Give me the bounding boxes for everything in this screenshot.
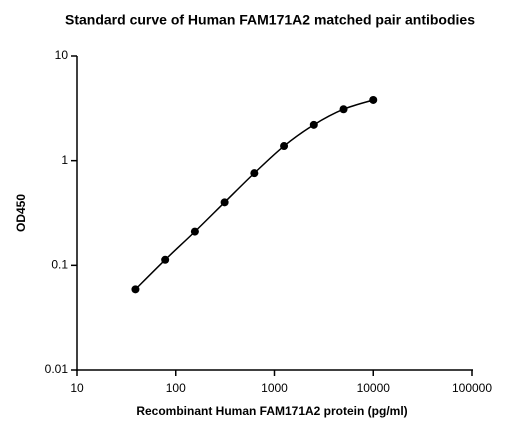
x-tick-label: 1000 xyxy=(261,381,288,395)
data-point xyxy=(250,169,259,178)
x-axis-label: Recombinant Human FAM171A2 protein (pg/m… xyxy=(136,404,407,418)
y-tick-label: 0.01 xyxy=(45,362,69,376)
fit-curve xyxy=(134,99,374,290)
x-tick-label: 100000 xyxy=(452,381,492,395)
x-tick-label: 10000 xyxy=(357,381,391,395)
y-tick-label: 10 xyxy=(55,48,69,62)
data-point xyxy=(220,198,229,207)
y-tick-label: 0.1 xyxy=(51,258,68,272)
data-point xyxy=(339,105,348,114)
data-point xyxy=(190,227,199,236)
y-axis-label: OD450 xyxy=(14,194,28,232)
chart-title: Standard curve of Human FAM171A2 matched… xyxy=(65,12,475,28)
data-point xyxy=(369,95,378,104)
data-point xyxy=(161,255,170,264)
x-tick-label: 10 xyxy=(70,381,84,395)
data-point xyxy=(309,120,318,129)
y-tick-label: 1 xyxy=(61,153,68,167)
data-point xyxy=(280,142,289,151)
x-tick-label: 100 xyxy=(166,381,186,395)
data-point xyxy=(131,285,140,294)
